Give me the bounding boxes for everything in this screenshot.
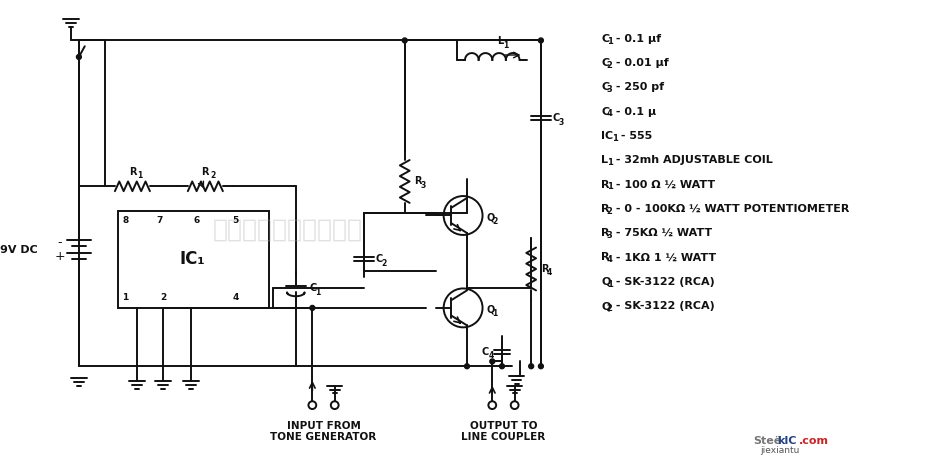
Text: C: C [601,58,609,68]
Circle shape [538,364,542,369]
Circle shape [538,38,542,43]
Circle shape [489,359,494,364]
Text: Q: Q [486,212,494,222]
Text: Q: Q [601,301,610,311]
Text: 2: 2 [210,171,215,179]
Text: 1: 1 [137,171,143,179]
Text: L: L [497,36,502,46]
Text: 6: 6 [193,217,199,226]
Text: 7: 7 [157,217,163,226]
Text: R: R [540,264,548,274]
Text: R: R [414,177,422,186]
Text: C: C [601,34,609,44]
Circle shape [464,364,469,369]
Text: - SK-3122 (RCA): - SK-3122 (RCA) [611,277,714,287]
Text: - 0 - 100KΩ ½ WATT POTENTIOMETER: - 0 - 100KΩ ½ WATT POTENTIOMETER [611,204,848,214]
Text: - 0.01 μf: - 0.01 μf [611,58,668,68]
Text: 1: 1 [611,134,617,143]
Text: R: R [129,166,136,177]
Text: - 555: - 555 [616,131,652,141]
Text: 2: 2 [606,304,612,313]
Text: 2: 2 [491,217,497,226]
Text: 3: 3 [606,85,612,94]
Text: .com: .com [798,436,828,446]
Circle shape [499,364,504,369]
Text: R: R [601,228,609,238]
Text: 1: 1 [491,309,497,318]
Text: 1: 1 [315,288,320,297]
Text: jiexiantu: jiexiantu [759,446,798,455]
Text: R: R [601,253,609,262]
Text: INPUT FROM
TONE GENERATOR: INPUT FROM TONE GENERATOR [270,421,376,442]
Text: 3: 3 [558,117,563,127]
Text: +: + [54,250,65,263]
Text: C: C [309,283,316,294]
Text: 2: 2 [159,293,166,302]
Text: C: C [601,82,609,92]
Text: 1: 1 [606,280,612,288]
Text: 8: 8 [122,217,129,226]
Text: C: C [552,113,559,123]
Text: 杭州将睿科技有限公司: 杭州将睿科技有限公司 [213,218,362,242]
Text: R: R [601,179,609,190]
Text: 4: 4 [606,110,612,118]
Text: R: R [201,166,209,177]
Text: 9V DC: 9V DC [0,245,38,254]
Text: 3: 3 [420,181,425,190]
Text: 1: 1 [606,36,612,46]
Text: 2: 2 [606,207,612,216]
Text: 1: 1 [606,158,612,167]
Text: Steё: Steё [752,436,781,446]
Text: - 250 pf: - 250 pf [611,82,664,92]
Text: -: - [57,236,61,249]
Text: - 0.1 μf: - 0.1 μf [611,34,660,44]
Text: kIC: kIC [777,436,796,446]
Text: 4: 4 [232,293,238,302]
Text: - 1KΩ 1 ½ WATT: - 1KΩ 1 ½ WATT [611,253,716,262]
Text: 4: 4 [606,255,612,264]
Circle shape [528,364,533,369]
Text: C: C [601,107,609,116]
Text: C: C [480,347,488,356]
Text: Q: Q [486,305,494,315]
Circle shape [402,38,407,43]
Text: OUTPUT TO
LINE COUPLER: OUTPUT TO LINE COUPLER [461,421,545,442]
Text: R: R [601,204,609,214]
Text: 4: 4 [489,351,494,360]
Circle shape [310,305,314,310]
Bar [118,211,268,308]
Text: - 100 Ω ½ WATT: - 100 Ω ½ WATT [611,179,715,190]
Text: - 75KΩ ½ WATT: - 75KΩ ½ WATT [611,228,711,238]
Text: IC: IC [601,131,613,141]
Text: 1: 1 [122,293,129,302]
Text: - 32mh ADJUSTABLE COIL: - 32mh ADJUSTABLE COIL [611,155,772,165]
Text: Q: Q [601,277,610,287]
Text: 3: 3 [606,231,612,240]
Text: 2: 2 [606,61,612,70]
Circle shape [76,55,82,59]
Text: 1: 1 [606,182,612,192]
Text: 2: 2 [381,259,387,267]
Text: - SK-3122 (RCA): - SK-3122 (RCA) [611,301,714,311]
Text: IC₁: IC₁ [180,250,205,268]
Text: - 0.1 μ: - 0.1 μ [611,107,655,116]
Text: 5: 5 [232,217,238,226]
Text: C: C [375,254,383,264]
Text: 1: 1 [502,41,508,50]
Text: L: L [601,155,607,165]
Text: 4: 4 [546,268,552,277]
